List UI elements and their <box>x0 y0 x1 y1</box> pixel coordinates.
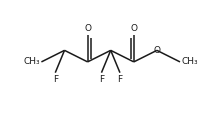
Text: F: F <box>117 75 122 84</box>
Text: O: O <box>130 24 137 33</box>
Text: F: F <box>99 75 104 84</box>
Text: CH₃: CH₃ <box>23 57 40 66</box>
Text: O: O <box>153 46 160 55</box>
Text: CH₃: CH₃ <box>181 57 198 66</box>
Text: O: O <box>84 24 91 33</box>
Text: F: F <box>53 75 58 84</box>
